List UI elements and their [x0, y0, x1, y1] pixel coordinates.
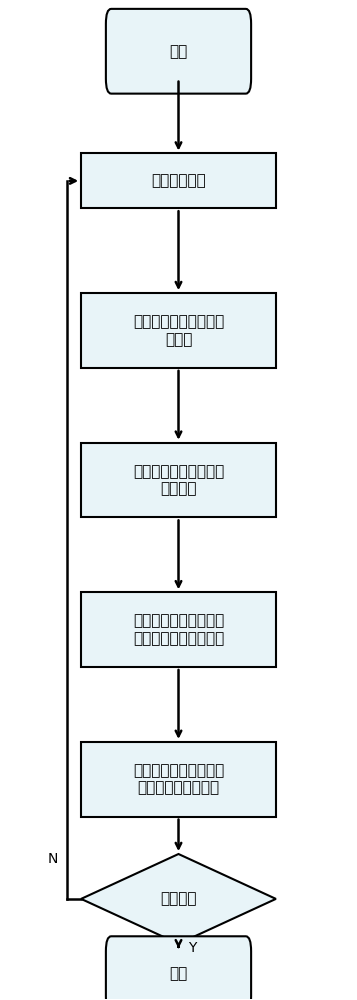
- Text: Y: Y: [188, 941, 197, 955]
- Text: 检测结束: 检测结束: [160, 891, 197, 906]
- Text: 提取信号特征判断路段
上有效信号的分布情况: 提取信号特征判断路段 上有效信号的分布情况: [133, 613, 224, 646]
- Text: 对不同时刻的两条记录
求差值: 对不同时刻的两条记录 求差值: [133, 314, 224, 347]
- FancyBboxPatch shape: [81, 293, 276, 368]
- FancyBboxPatch shape: [81, 443, 276, 517]
- Text: N: N: [47, 852, 58, 866]
- Text: 开始: 开始: [169, 44, 188, 59]
- FancyBboxPatch shape: [106, 9, 251, 94]
- Text: 对差值信号进行阈值和
滤波处理: 对差值信号进行阈值和 滤波处理: [133, 464, 224, 496]
- FancyBboxPatch shape: [81, 153, 276, 208]
- FancyBboxPatch shape: [81, 592, 276, 667]
- FancyBboxPatch shape: [106, 936, 251, 1000]
- Text: 获取原始信号: 获取原始信号: [151, 173, 206, 188]
- Text: 分析有效信号来获取当
前时刻列车行驶信息: 分析有效信号来获取当 前时刻列车行驶信息: [133, 763, 224, 795]
- FancyBboxPatch shape: [81, 742, 276, 817]
- Polygon shape: [81, 854, 276, 944]
- Text: 结束: 结束: [169, 966, 188, 981]
